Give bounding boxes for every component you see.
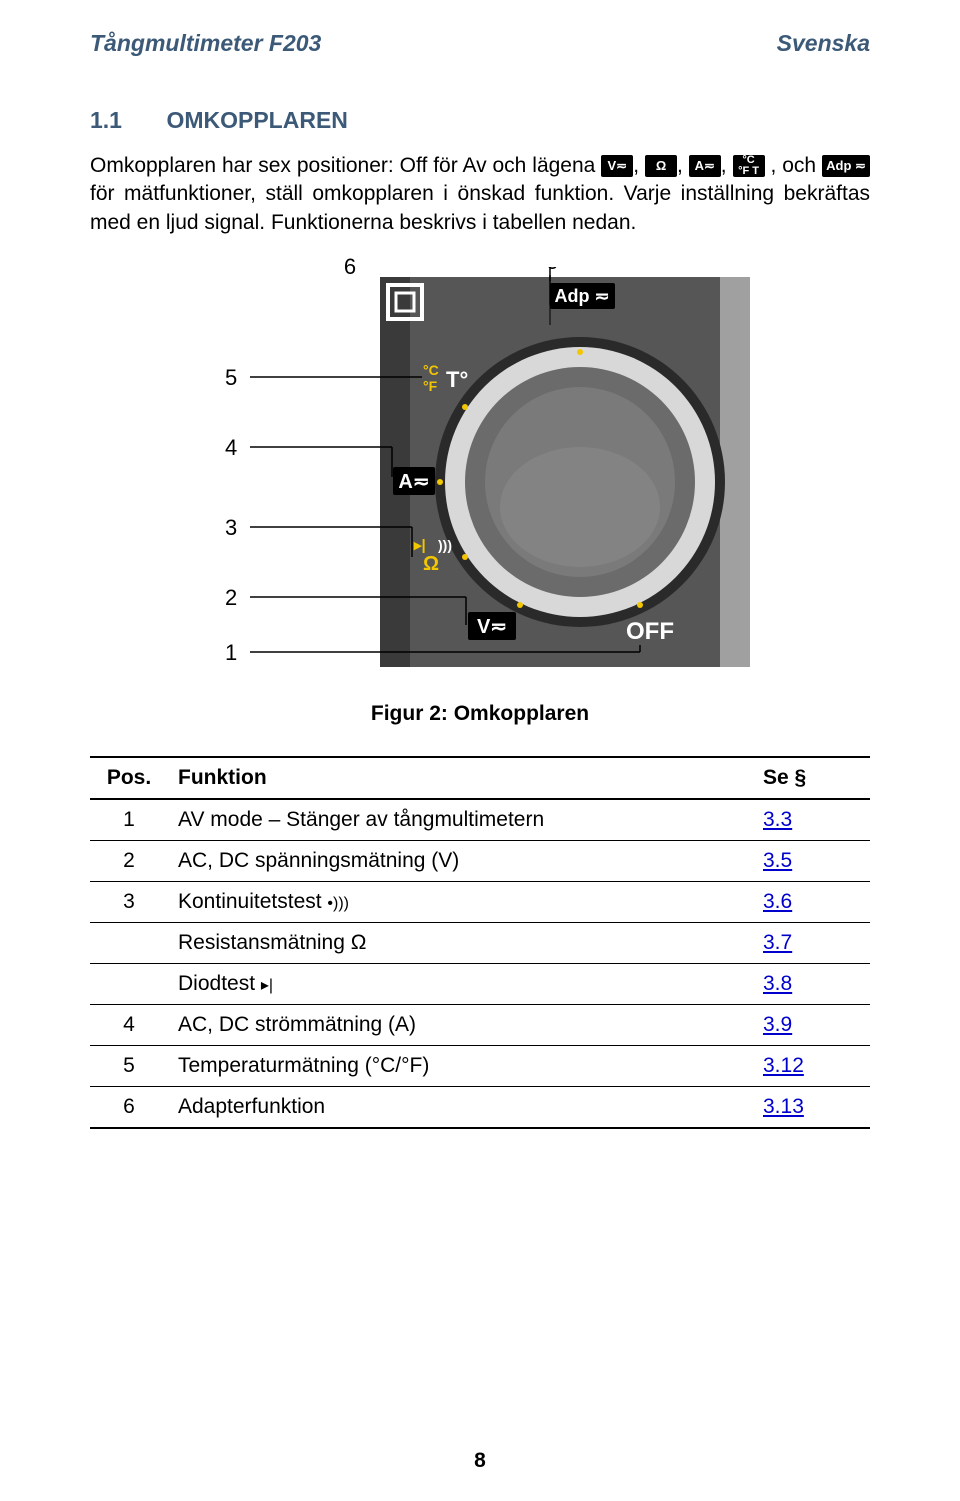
table-row: 2 AC, DC spänningsmätning (V) 3.5 — [90, 841, 870, 882]
function-table: Pos. Funktion Se § 1 AV mode – Stänger a… — [90, 756, 870, 1129]
td-func: Temperaturmätning (°C/°F) — [168, 1046, 753, 1087]
td-pos: 3 — [90, 882, 168, 923]
td-see[interactable]: 3.6 — [753, 882, 870, 923]
td-see[interactable]: 3.12 — [753, 1046, 870, 1087]
dial-highlight — [500, 447, 660, 567]
td-func: AC, DC strömmätning (A) — [168, 1005, 753, 1046]
label-a: A≂ — [398, 471, 429, 493]
header-left: Tångmultimeter F203 — [90, 30, 321, 57]
table-row: 3 Kontinuitetstest •))) 3.6 — [90, 882, 870, 923]
td-func: AC, DC spänningsmätning (V) — [168, 841, 753, 882]
label-adp: Adp ≂ — [554, 286, 609, 306]
pointer-3-num: 3 — [225, 515, 237, 540]
td-func: Diodtest ▸| — [168, 964, 753, 1005]
dial-dot-4 — [437, 479, 443, 485]
td-see[interactable]: 3.9 — [753, 1005, 870, 1046]
td-pos — [90, 964, 168, 1005]
label-diode: ▸| — [413, 537, 426, 554]
section-title: OMKOPPLAREN — [166, 107, 347, 133]
pointer-6-num: 6 — [546, 267, 558, 274]
td-pos — [90, 923, 168, 964]
page: Tångmultimeter F203 Svenska 1.1 OMKOPPLA… — [0, 0, 960, 1501]
th-see: Se § — [753, 757, 870, 799]
td-see[interactable]: 3.3 — [753, 799, 870, 841]
label-t-c: °C — [423, 362, 439, 378]
sep: , — [721, 154, 733, 177]
td-pos: 6 — [90, 1087, 168, 1129]
mode-icon-a: A≂ — [689, 155, 721, 177]
td-pos: 2 — [90, 841, 168, 882]
dial-dot-2 — [517, 602, 523, 608]
body-text-c: för mätfunktioner, ställ omkopplaren i ö… — [90, 182, 870, 233]
label-sound: ))) — [438, 537, 452, 553]
td-pos: 5 — [90, 1046, 168, 1087]
diode-icon: ▸| — [261, 977, 273, 994]
sep: , — [677, 154, 689, 177]
label-t-f: °F — [423, 378, 438, 394]
body-text-a: Omkopplaren har sex positioner: Off för … — [90, 154, 601, 177]
page-header: Tångmultimeter F203 Svenska — [90, 30, 870, 57]
th-func: Funktion — [168, 757, 753, 799]
mode-icon-ohm: Ω — [645, 155, 677, 177]
td-func: AV mode – Stänger av tångmultimetern — [168, 799, 753, 841]
label-ohm: Ω — [423, 553, 439, 575]
td-see[interactable]: 3.8 — [753, 964, 870, 1005]
pointer-5-num: 5 — [225, 365, 237, 390]
table-row: Diodtest ▸| 3.8 — [90, 964, 870, 1005]
page-number: 8 — [0, 1449, 960, 1473]
table-row: 1 AV mode – Stänger av tångmultimetern 3… — [90, 799, 870, 841]
body-text-b: , och — [770, 154, 822, 177]
td-pos: 1 — [90, 799, 168, 841]
th-pos: Pos. — [90, 757, 168, 799]
td-see[interactable]: 3.13 — [753, 1087, 870, 1129]
label-t: T° — [446, 367, 468, 392]
table-row: Resistansmätning Ω 3.7 — [90, 923, 870, 964]
dial-svg: Adp ≂ °C °F T° A≂ ▸| ))) Ω V≂ OFF 6 — [210, 267, 750, 667]
dial-dot-5 — [462, 404, 468, 410]
td-pos: 4 — [90, 1005, 168, 1046]
table-row: 4 AC, DC strömmätning (A) 3.9 — [90, 1005, 870, 1046]
dial-dot-1 — [637, 602, 643, 608]
sep: , — [633, 154, 645, 177]
pointer-4-num: 4 — [225, 435, 237, 460]
td-see[interactable]: 3.5 — [753, 841, 870, 882]
td-func: Adapterfunktion — [168, 1087, 753, 1129]
label-v: V≂ — [477, 616, 507, 638]
pointer-1-num: 1 — [225, 640, 237, 665]
mode-icon-adp: Adp ≂ — [822, 155, 870, 177]
mode-icon-v: V≂ — [601, 155, 633, 177]
table-header-row: Pos. Funktion Se § — [90, 757, 870, 799]
td-see[interactable]: 3.7 — [753, 923, 870, 964]
dial-dot-6 — [577, 349, 583, 355]
sound-icon: •))) — [327, 895, 349, 912]
header-right: Svenska — [777, 30, 870, 57]
figure-caption: Figur 2: Omkopplaren — [90, 702, 870, 726]
table-row: 6 Adapterfunktion 3.13 — [90, 1087, 870, 1129]
td-func: Kontinuitetstest •))) — [168, 882, 753, 923]
label-off: OFF — [626, 618, 674, 645]
body-paragraph: Omkopplaren har sex positioner: Off för … — [90, 152, 870, 237]
dial-figure: Adp ≂ °C °F T° A≂ ▸| ))) Ω V≂ OFF 6 — [90, 267, 870, 672]
pointer-2-num: 2 — [225, 585, 237, 610]
table-row: 5 Temperaturmätning (°C/°F) 3.12 — [90, 1046, 870, 1087]
mode-icon-temp: °C°F T — [733, 155, 765, 177]
section-number: 1.1 — [90, 107, 122, 134]
dial-dot-3 — [462, 554, 468, 560]
section-heading: 1.1 OMKOPPLAREN — [90, 107, 870, 134]
td-func: Resistansmätning Ω — [168, 923, 753, 964]
